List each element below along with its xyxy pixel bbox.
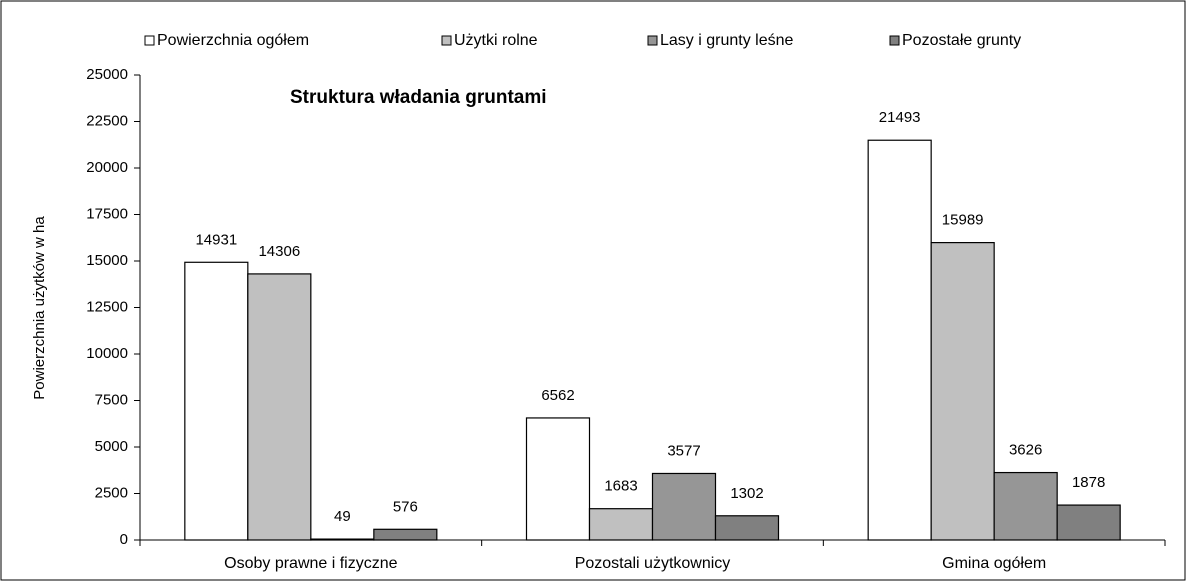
bar bbox=[247, 273, 312, 541]
y-tick-label: 15000 bbox=[86, 252, 128, 269]
y-tick-label: 0 bbox=[120, 531, 128, 548]
data-label: 14931 bbox=[195, 231, 237, 248]
legend-label: Pozostałe grunty bbox=[902, 32, 1021, 49]
x-tick-label: Gmina ogółem bbox=[942, 555, 1046, 572]
data-label: 15989 bbox=[942, 212, 984, 229]
data-label: 1683 bbox=[604, 478, 637, 495]
y-tick-label: 22500 bbox=[86, 112, 128, 129]
legend-label: Użytki rolne bbox=[454, 32, 538, 49]
y-tick-label: 7500 bbox=[95, 391, 128, 408]
bar bbox=[867, 139, 932, 541]
bar bbox=[714, 515, 780, 541]
y-tick-label: 12500 bbox=[86, 298, 128, 315]
legend-label: Lasy i grunty leśne bbox=[660, 32, 794, 49]
y-tick-label: 25000 bbox=[86, 66, 128, 83]
legend-label: Powierzchnia ogółem bbox=[157, 32, 309, 49]
bar bbox=[588, 508, 654, 541]
data-label: 3626 bbox=[1009, 442, 1042, 459]
bar bbox=[184, 261, 249, 541]
bar bbox=[993, 471, 1058, 541]
legend-swatch bbox=[889, 35, 900, 46]
y-tick-label: 2500 bbox=[95, 484, 128, 501]
data-label: 576 bbox=[393, 498, 418, 515]
bar bbox=[1056, 504, 1121, 541]
legend-swatch bbox=[647, 35, 658, 46]
bar bbox=[930, 242, 995, 541]
data-label: 6562 bbox=[541, 387, 574, 404]
legend-swatch bbox=[441, 35, 452, 46]
y-axis-label: Powierzchnia użytków w ha bbox=[31, 216, 48, 400]
data-label: 1302 bbox=[730, 485, 763, 502]
chart-title: Struktura władania gruntami bbox=[290, 87, 547, 108]
data-label: 14306 bbox=[258, 243, 300, 260]
y-tick-label: 20000 bbox=[86, 159, 128, 176]
bar bbox=[525, 417, 591, 541]
data-label: 49 bbox=[334, 508, 351, 525]
bar bbox=[651, 472, 717, 541]
data-label: 1878 bbox=[1072, 474, 1105, 491]
x-tick-label: Pozostali użytkownicy bbox=[575, 555, 731, 572]
x-tick-label: Osoby prawne i fizyczne bbox=[224, 555, 398, 572]
y-tick-label: 10000 bbox=[86, 345, 128, 362]
y-tick-label: 17500 bbox=[86, 205, 128, 222]
bar bbox=[310, 538, 375, 541]
data-label: 3577 bbox=[667, 442, 700, 459]
y-tick-label: 5000 bbox=[95, 438, 128, 455]
bar bbox=[373, 528, 438, 541]
legend-swatch bbox=[144, 35, 155, 46]
data-label: 21493 bbox=[879, 109, 921, 126]
